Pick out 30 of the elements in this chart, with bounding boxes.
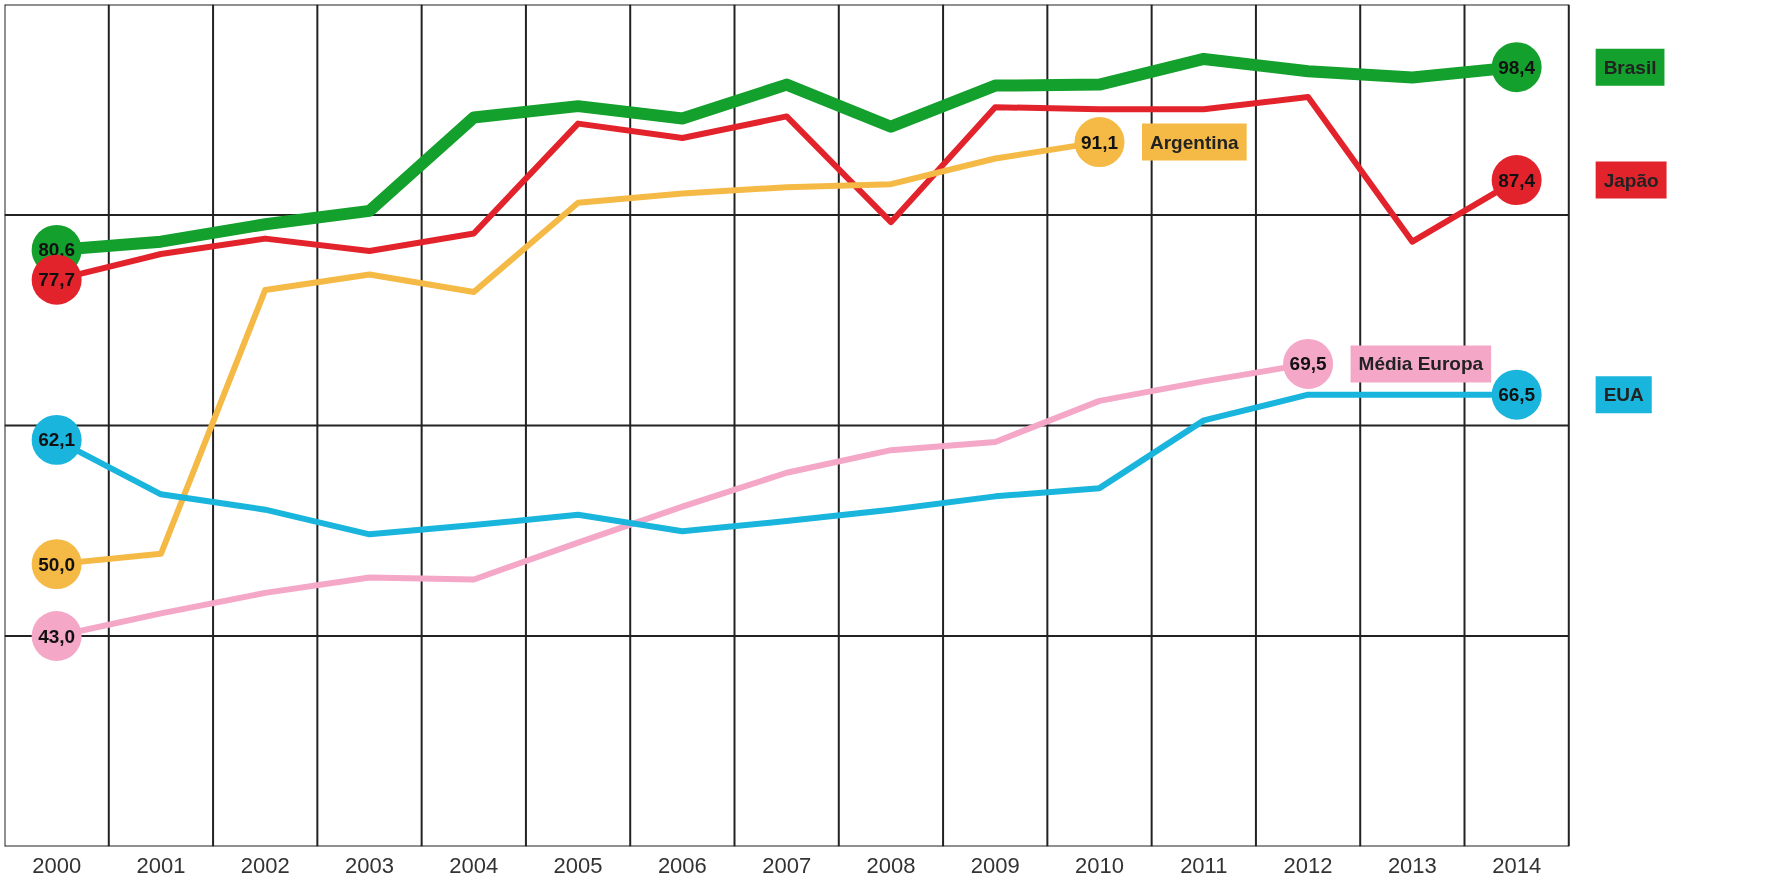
- x-tick-label: 2014: [1492, 852, 1542, 878]
- text: Japão: [1603, 169, 1659, 191]
- text: Argentina: [1150, 131, 1240, 153]
- x-tick-label: 2011: [1180, 852, 1228, 878]
- data-label: 91,1: [1081, 131, 1119, 153]
- text: EUA: [1603, 384, 1645, 406]
- x-tick-label: 2004: [449, 852, 499, 878]
- data-label: 62,1: [38, 429, 76, 451]
- x-tick-label: 2002: [240, 852, 290, 878]
- x-tick-label: 2000: [32, 852, 82, 878]
- x-tick-label: 2010: [1075, 852, 1124, 878]
- data-label: 66,5: [1498, 384, 1536, 406]
- data-label: 43,0: [38, 625, 76, 647]
- data-label: 98,4: [1498, 56, 1536, 78]
- x-tick-label: 2013: [1387, 852, 1437, 878]
- x-tick-label: 2001: [136, 852, 186, 878]
- data-label: 69,5: [1289, 353, 1327, 375]
- x-tick-label: 2003: [345, 852, 394, 878]
- text: Brasil: [1603, 56, 1657, 78]
- x-tick-label: 2008: [866, 852, 916, 878]
- x-tick-label: 2005: [553, 852, 603, 878]
- data-label: 77,7: [38, 269, 76, 291]
- data-label: 50,0: [38, 553, 76, 575]
- x-tick-label: 2009: [970, 852, 1020, 878]
- text: Média Europa: [1358, 353, 1484, 375]
- x-tick-label: 2007: [762, 852, 812, 878]
- x-tick-label: 2006: [657, 852, 707, 878]
- data-label: 87,4: [1498, 169, 1536, 191]
- data-label: 80,6: [38, 239, 76, 261]
- x-tick-label: 2012: [1283, 852, 1333, 878]
